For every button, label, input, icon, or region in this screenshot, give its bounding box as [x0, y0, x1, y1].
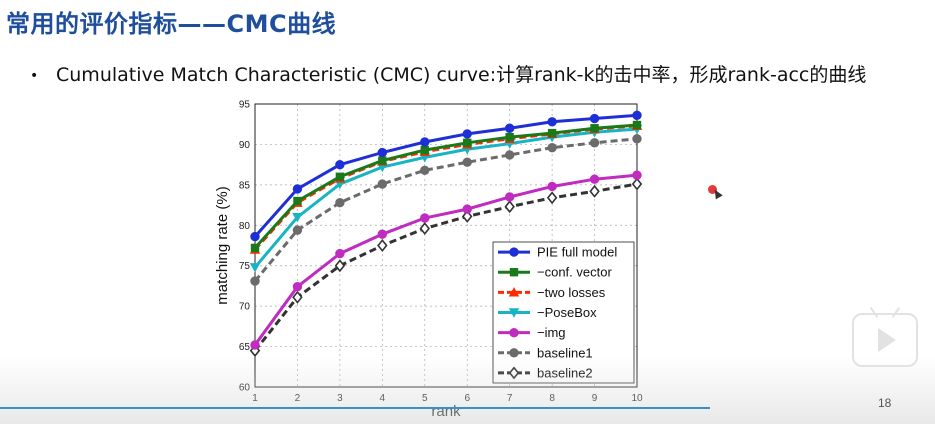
legend-marker — [509, 268, 519, 277]
series-line — [253, 137, 638, 283]
data-point — [377, 239, 388, 252]
data-point — [249, 263, 261, 273]
data-point — [631, 177, 643, 191]
data-point — [334, 259, 346, 273]
footer-line — [0, 407, 710, 409]
data-point — [504, 150, 515, 160]
data-point — [250, 276, 260, 286]
bullet-row: • Cumulative Match Characteristic (CMC) c… — [30, 60, 866, 87]
data-point — [293, 196, 302, 206]
legend-label: PIE full model — [537, 245, 617, 260]
page-number: 18 — [878, 396, 892, 410]
legend-marker — [508, 308, 520, 318]
slide-title: 常用的评价指标——CMC曲线 — [6, 10, 337, 38]
data-point — [504, 200, 515, 214]
y-tick-label: 95 — [239, 100, 251, 111]
data-point — [292, 225, 303, 235]
play-icon — [878, 328, 896, 352]
data-point — [335, 197, 345, 208]
legend-label: −conf. vector — [537, 265, 612, 280]
mouse-cursor-icon — [711, 187, 723, 200]
data-point — [632, 120, 642, 130]
data-point — [335, 172, 345, 181]
bullet-dot: • — [30, 67, 39, 84]
data-point — [589, 113, 600, 124]
data-point — [378, 156, 387, 165]
data-point — [420, 145, 429, 155]
data-point — [250, 231, 260, 242]
data-point — [377, 179, 388, 189]
data-point — [420, 165, 430, 176]
series-line — [253, 124, 638, 251]
data-point — [547, 128, 557, 138]
data-point — [632, 170, 642, 180]
data-point — [547, 181, 557, 192]
cmc-chart: 123456789106065707580859095rankmatching … — [214, 100, 643, 421]
legend-label: −PoseBox — [537, 305, 597, 320]
legend-label: −img — [537, 325, 566, 340]
data-point — [420, 137, 430, 147]
data-point — [589, 184, 600, 198]
y-axis-label: matching rate (%) — [214, 186, 231, 304]
series-line — [253, 123, 638, 249]
data-point — [292, 184, 303, 194]
data-point — [547, 142, 557, 153]
data-point — [589, 174, 600, 184]
data-point — [632, 134, 642, 144]
series-line — [253, 127, 638, 269]
y-tick-label: 70 — [239, 302, 251, 313]
data-point — [420, 213, 430, 223]
data-point — [419, 222, 431, 235]
legend-label: −two losses — [537, 285, 606, 300]
data-point — [462, 157, 472, 167]
data-point — [461, 209, 473, 223]
legend-marker — [509, 247, 519, 257]
y-tick-label: 80 — [239, 221, 251, 232]
y-tick-label: 85 — [239, 180, 251, 191]
series-line — [253, 182, 638, 352]
data-point — [377, 229, 388, 239]
data-point — [590, 124, 599, 133]
y-tick-label: 75 — [239, 261, 251, 272]
bottom-overlay — [0, 356, 935, 424]
data-point — [462, 129, 472, 139]
data-point — [547, 117, 557, 127]
data-point — [335, 248, 345, 259]
data-point — [504, 123, 515, 133]
play-button[interactable] — [852, 313, 918, 367]
data-point — [546, 191, 558, 205]
y-tick-label: 90 — [239, 140, 251, 151]
laser-pointer-icon — [708, 185, 717, 194]
bullet-text: Cumulative Match Characteristic (CMC) cu… — [56, 64, 867, 86]
data-point — [505, 132, 514, 142]
data-point — [250, 243, 260, 253]
data-point — [292, 290, 303, 304]
data-point — [250, 340, 260, 350]
data-point — [463, 138, 472, 148]
data-point — [292, 282, 303, 292]
data-point — [462, 204, 472, 214]
legend-marker — [508, 287, 520, 297]
legend-marker — [509, 327, 519, 338]
data-point — [632, 110, 642, 121]
data-point — [292, 213, 303, 223]
series-line — [253, 173, 638, 346]
y-tick-label: 65 — [239, 342, 251, 353]
series-line — [253, 113, 638, 238]
data-point — [335, 159, 345, 170]
data-point — [377, 147, 388, 158]
data-point — [504, 192, 515, 202]
data-point — [589, 138, 600, 148]
